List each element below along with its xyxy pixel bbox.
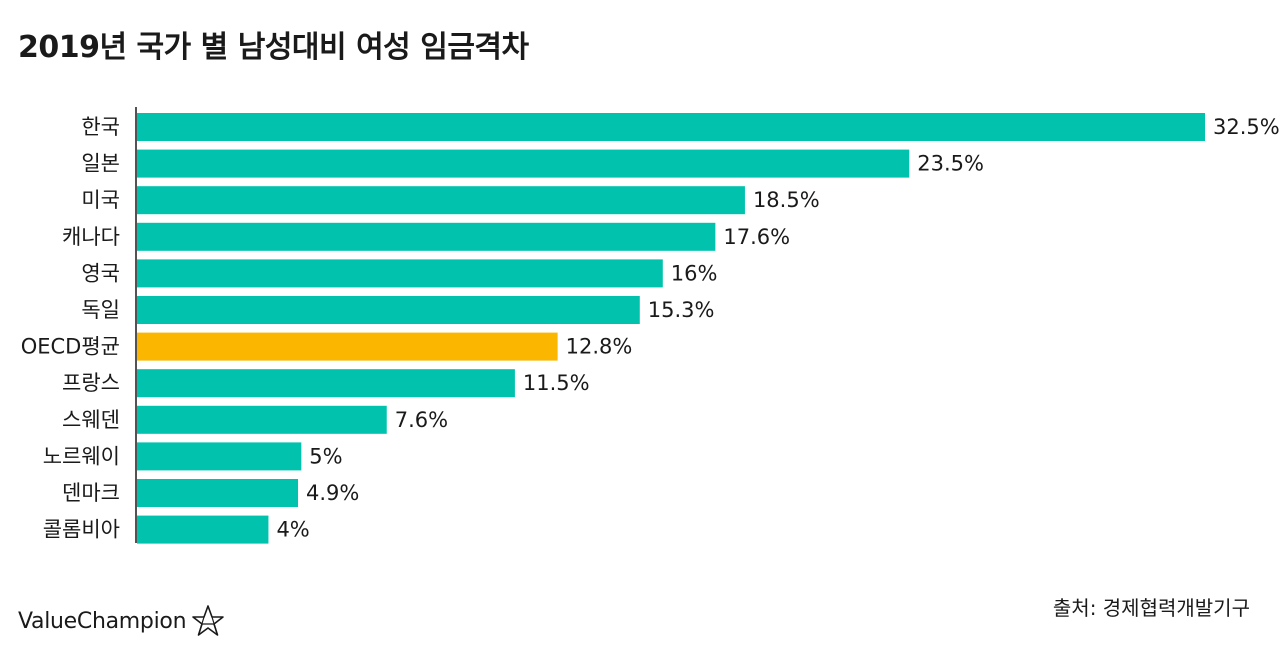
value-label-9: 5%	[309, 444, 342, 468]
category-label-9: 노르웨이	[43, 444, 120, 468]
category-label-0: 한국	[81, 115, 120, 139]
bars-group: 한국 32.5% 일본 23.5% 미국 18.5% 캐나다 17.6% 영국 16% 독일 15.3…	[21, 113, 1280, 544]
bar-9	[137, 442, 302, 471]
category-label-4: 영국	[81, 261, 120, 285]
bar-2	[137, 186, 745, 215]
bar-8	[137, 405, 387, 434]
category-label-10: 덴마크	[62, 481, 120, 505]
value-label-10: 4.9%	[306, 481, 359, 505]
brand-name: ValueChampion	[18, 608, 187, 634]
value-label-4: 16%	[671, 261, 718, 285]
chart-title: 2019년 국가 별 남성대비 여성 임금격차	[18, 30, 529, 65]
bar-0	[137, 113, 1205, 141]
bar-3	[137, 222, 716, 251]
bar-7	[137, 369, 515, 398]
value-label-3: 17.6%	[723, 225, 790, 249]
bar-4	[137, 259, 663, 288]
value-label-2: 18.5%	[753, 188, 820, 212]
bar-5	[137, 296, 640, 324]
source-note: 출처: 경제협력개발기구	[1052, 596, 1250, 620]
brand-logo: ValueChampion	[18, 603, 226, 639]
value-label-5: 15.3%	[648, 298, 715, 322]
category-label-5: 독일	[81, 298, 120, 322]
category-label-2: 미국	[81, 188, 120, 212]
value-label-11: 4%	[276, 518, 309, 542]
category-label-7: 프랑스	[62, 371, 120, 395]
category-label-6: OECD평균	[21, 335, 120, 359]
star-icon	[192, 605, 225, 636]
category-label-11: 콜롬비아	[43, 518, 120, 542]
value-label-1: 23.5%	[917, 152, 984, 176]
value-label-8: 7.6%	[395, 408, 448, 432]
category-label-8: 스웨덴	[62, 408, 120, 432]
value-label-0: 32.5%	[1213, 115, 1280, 139]
bar-11	[137, 515, 269, 544]
bar-10	[137, 479, 299, 507]
category-label-3: 캐나다	[62, 225, 120, 249]
value-label-6: 12.8%	[566, 335, 633, 359]
category-label-1: 일본	[81, 152, 120, 176]
bar-6	[137, 332, 558, 361]
value-label-7: 11.5%	[523, 371, 590, 395]
bar-1	[137, 149, 910, 178]
